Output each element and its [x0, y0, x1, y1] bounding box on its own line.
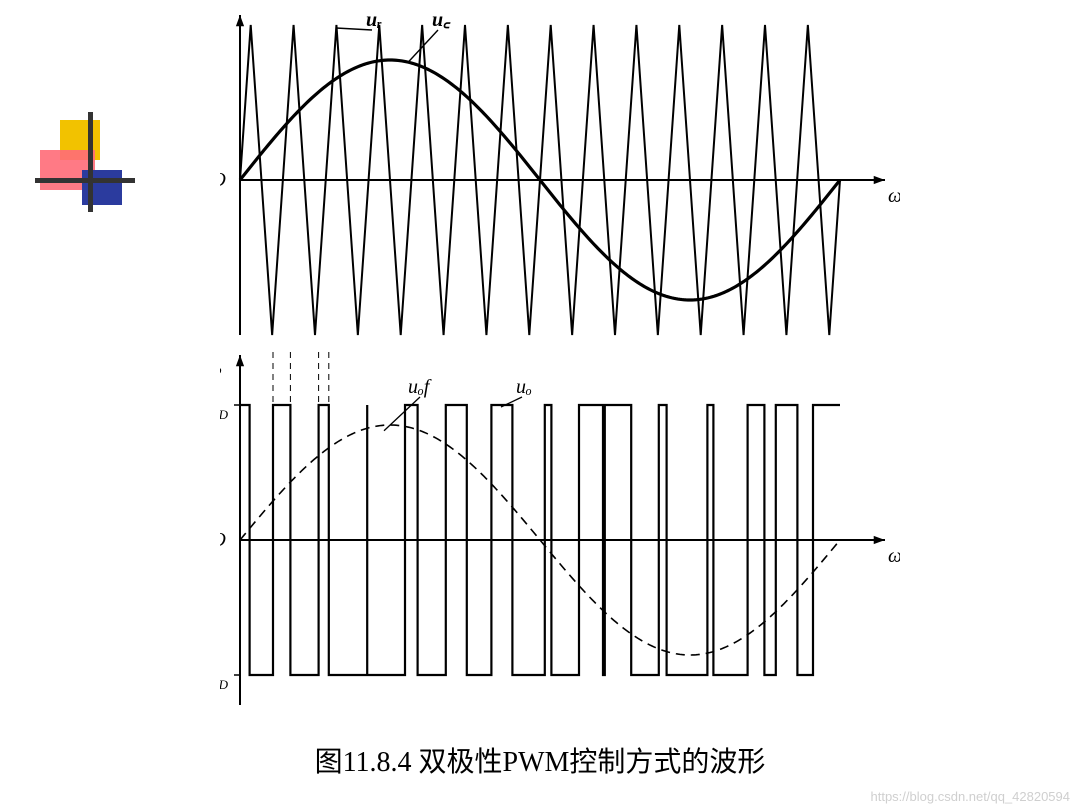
- upper-waveform-plot: uωtOuᵣu꜀: [220, 10, 900, 350]
- csdn-watermark: https://blog.csdn.net/qq_42820594: [871, 789, 1071, 804]
- svg-text:UD: UD: [220, 394, 229, 422]
- svg-text:uₒf: uₒf: [408, 376, 432, 398]
- svg-text:−UD: −UD: [220, 664, 229, 692]
- svg-text:uₒ: uₒ: [516, 376, 532, 398]
- svg-text:uₒ: uₒ: [220, 355, 222, 377]
- svg-text:O: O: [220, 169, 226, 191]
- svg-text:u꜀: u꜀: [432, 10, 451, 31]
- slide-logo: [40, 120, 130, 210]
- svg-text:uᵣ: uᵣ: [366, 10, 382, 31]
- svg-text:ωt: ωt: [888, 185, 900, 207]
- svg-text:ωt: ωt: [888, 545, 900, 567]
- lower-pwm-plot: uₒ ωt O UD −UD uₒf uₒ: [220, 350, 900, 730]
- figure-caption: 图11.8.4 双极性PWM控制方式的波形: [0, 740, 1080, 780]
- svg-text:O: O: [220, 529, 226, 551]
